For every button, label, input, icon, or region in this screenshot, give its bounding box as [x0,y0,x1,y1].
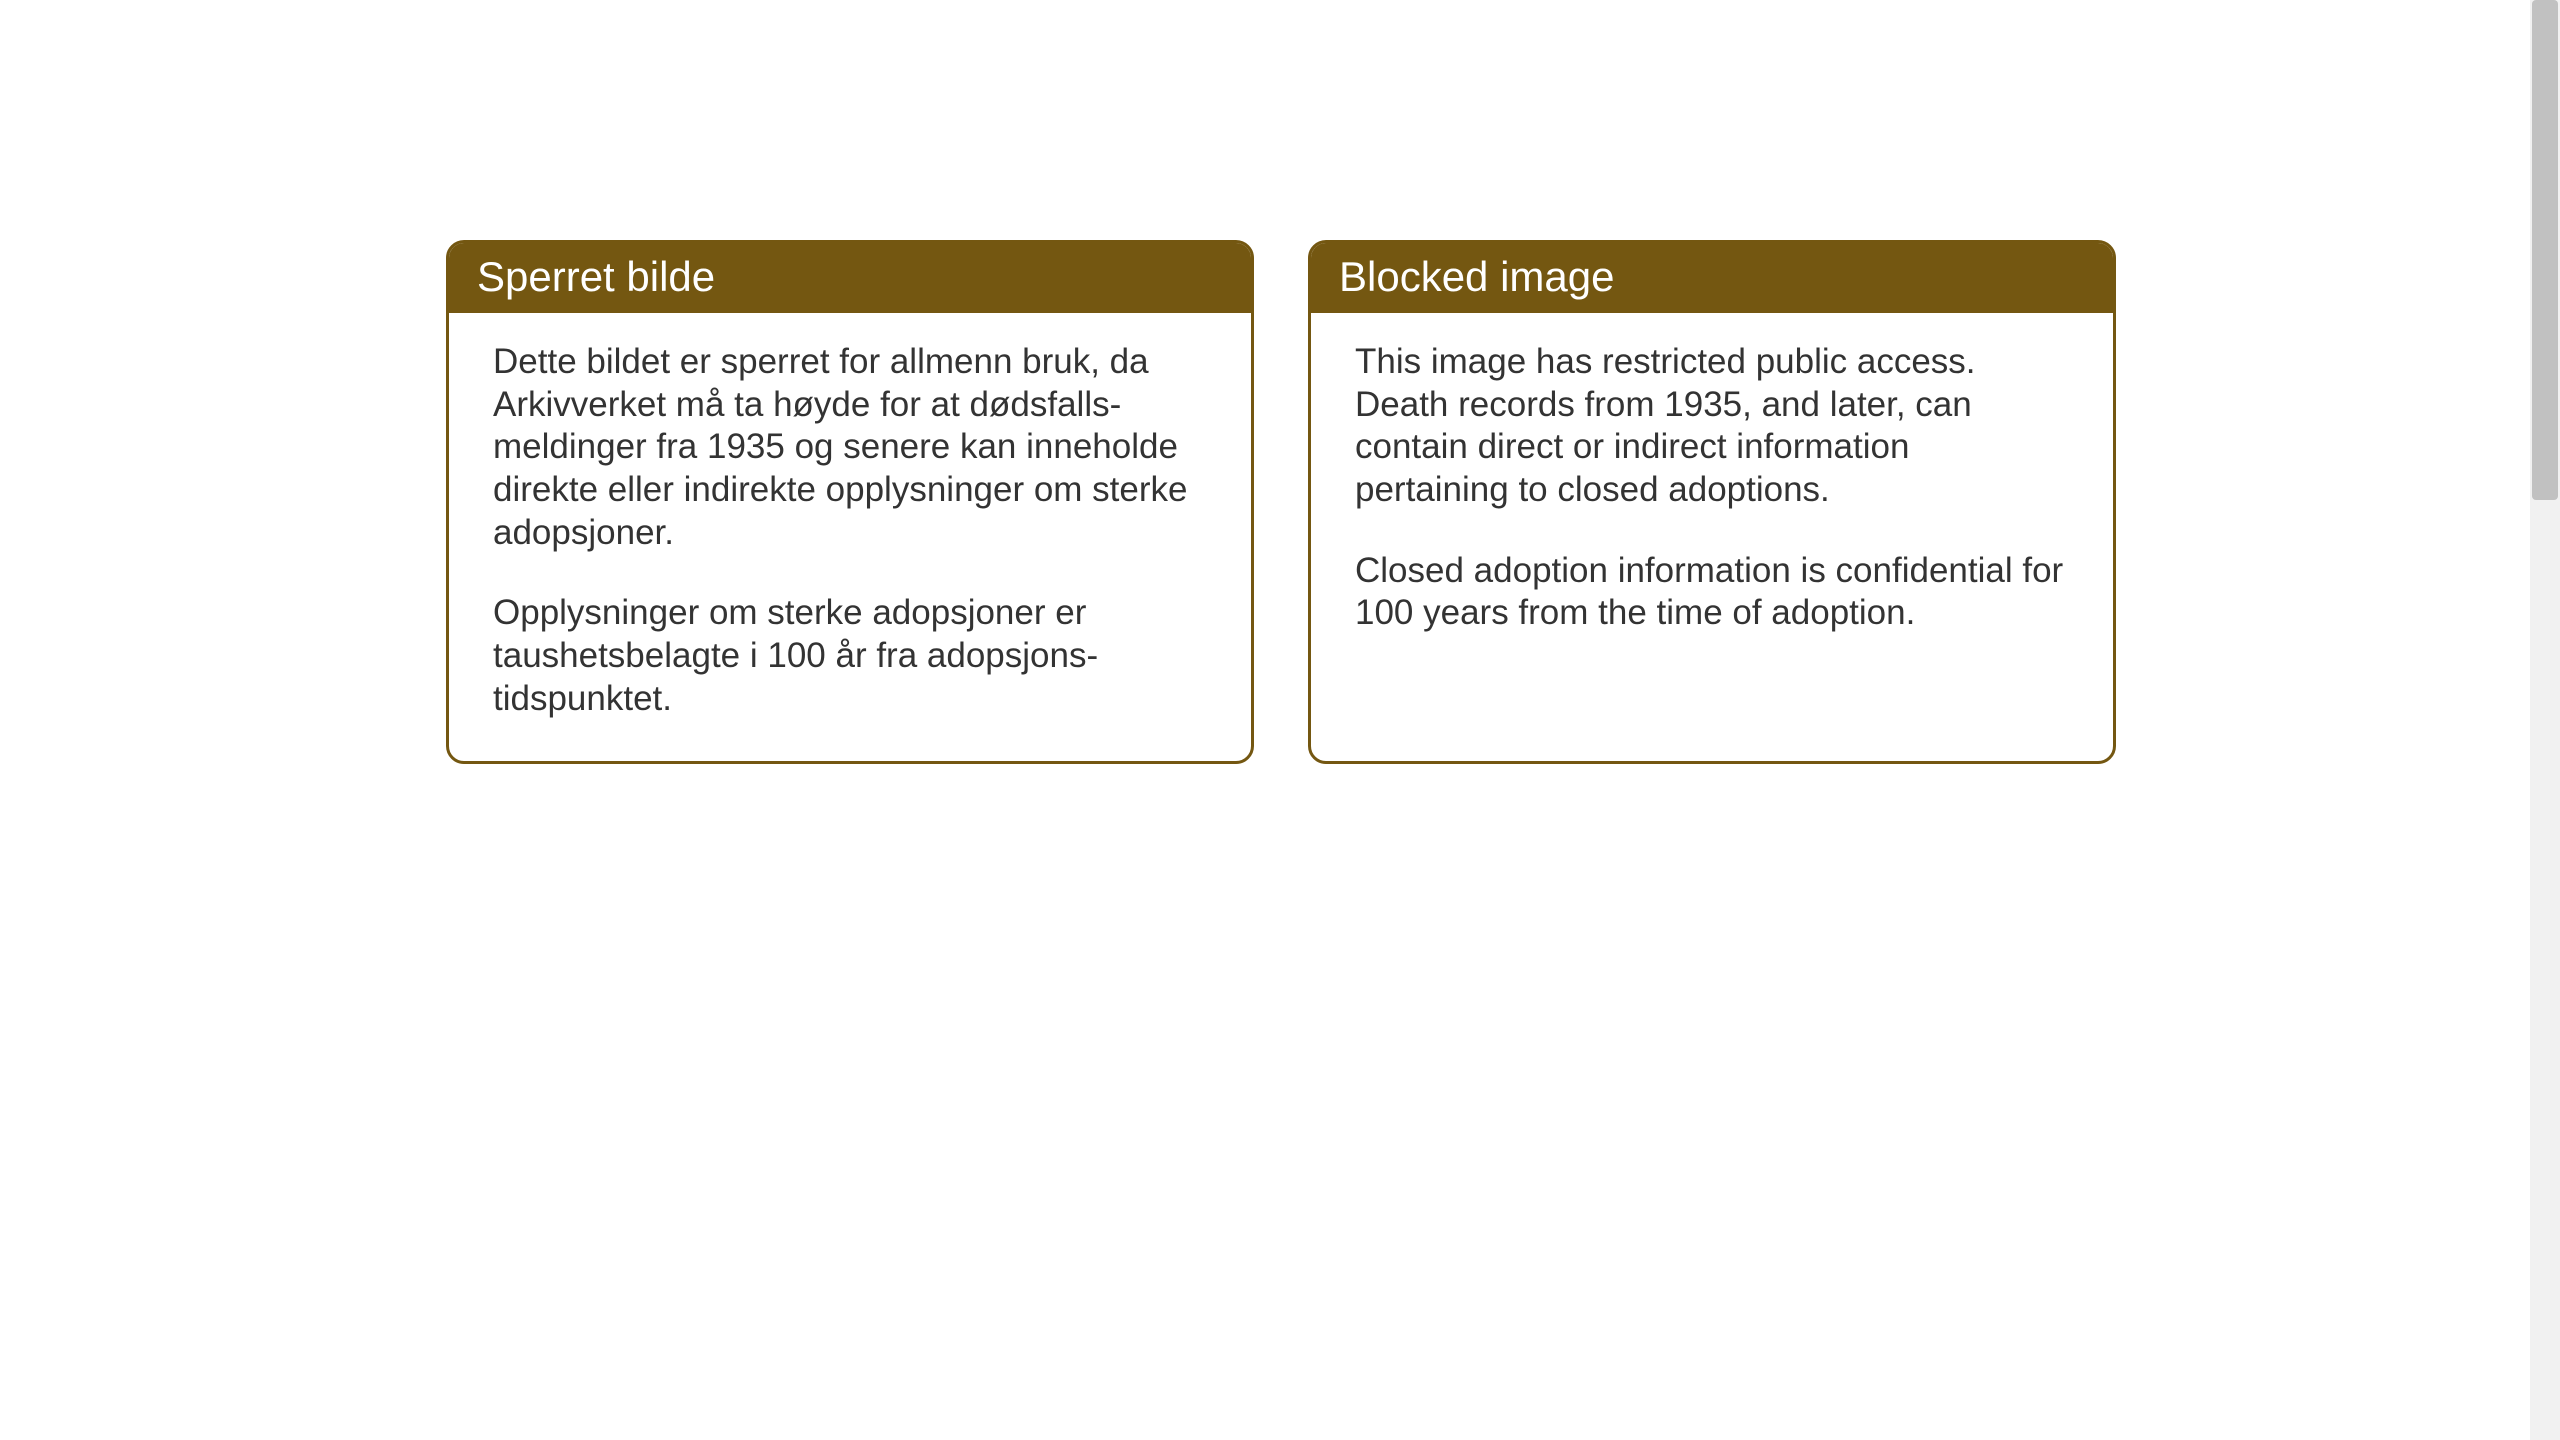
card-paragraph-1-norwegian: Dette bildet er sperret for allmenn bruk… [493,341,1207,554]
notice-cards-container: Sperret bilde Dette bildet er sperret fo… [446,240,2116,764]
card-paragraph-1-english: This image has restricted public access.… [1355,341,2069,512]
card-body-english: This image has restricted public access.… [1311,313,2113,731]
card-paragraph-2-english: Closed adoption information is confident… [1355,550,2069,635]
vertical-scrollbar-thumb[interactable] [2532,0,2558,500]
blocked-image-card-norwegian: Sperret bilde Dette bildet er sperret fo… [446,240,1254,764]
card-title-english: Blocked image [1311,243,2113,313]
vertical-scrollbar-track[interactable] [2530,0,2560,1440]
card-title-norwegian: Sperret bilde [449,243,1251,313]
card-paragraph-2-norwegian: Opplysninger om sterke adopsjoner er tau… [493,592,1207,720]
card-body-norwegian: Dette bildet er sperret for allmenn bruk… [449,313,1251,761]
blocked-image-card-english: Blocked image This image has restricted … [1308,240,2116,764]
